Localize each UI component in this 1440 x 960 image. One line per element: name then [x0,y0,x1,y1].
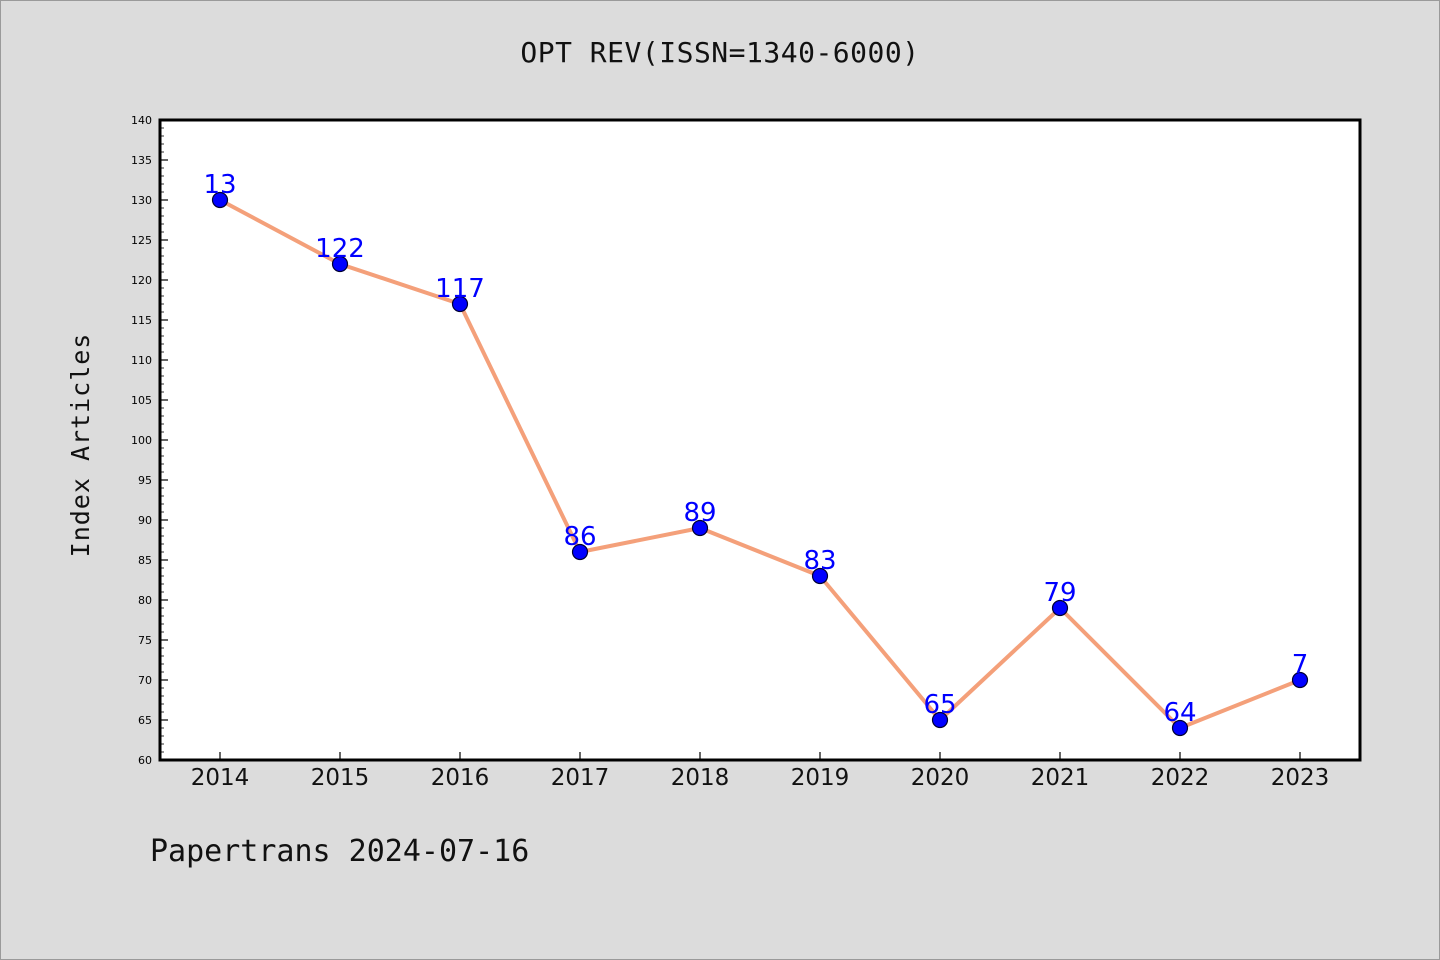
y-tick-label: 70 [138,674,152,687]
chart-title: OPT REV(ISSN=1340-6000) [520,36,920,69]
y-tick-label: 105 [131,394,152,407]
data-label: 122 [315,234,365,264]
y-axis: 60 65 70 75 80 85 90 95 100 105 110 115 120 125 130 135… [131,114,168,767]
y-tick-label: 100 [131,434,152,447]
data-point [1171,719,1189,737]
data-labels: 13 122 117 86 89 83 65 79 64 7 [203,170,1308,728]
x-tick-label: 2022 [1151,765,1210,791]
x-tick-label: 2015 [311,765,370,791]
data-markers [211,191,1309,737]
x-tick-label: 2017 [551,765,610,791]
y-tick-label: 120 [131,274,152,287]
y-tick-label: 95 [138,474,152,487]
y-tick-label: 125 [131,234,152,247]
data-point [1291,671,1309,689]
x-tick-label: 2016 [431,765,490,791]
y-tick-label: 85 [138,554,152,567]
data-label: 83 [803,546,836,576]
y-tick-label: 130 [131,194,152,207]
data-label: 64 [1163,698,1196,728]
y-tick-label: 140 [131,114,152,127]
data-label: 89 [683,498,716,528]
y-tick-label: 110 [131,354,152,367]
y-tick-label: 65 [138,714,152,727]
data-label: 117 [435,274,485,304]
x-tick-label: 2014 [191,765,250,791]
y-axis-label: Index Articles [66,333,95,558]
data-label: 7 [1292,650,1309,680]
y-tick-label: 90 [138,514,152,527]
data-point [691,519,709,537]
x-tick-label: 2018 [671,765,730,791]
data-label: 65 [923,690,956,720]
data-point [931,711,949,729]
x-tick-label: 2023 [1271,765,1330,791]
y-tick-label: 135 [131,154,152,167]
x-tick-label: 2021 [1031,765,1090,791]
data-point [211,191,229,209]
data-point [571,543,589,561]
footer-text: Papertrans 2024-07-16 [150,834,530,869]
data-point [1051,599,1069,617]
y-tick-label: 75 [138,634,152,647]
data-label: 13 [203,170,236,200]
data-point [811,567,829,585]
y-tick-label: 60 [138,754,152,767]
data-point [451,295,469,313]
y-tick-label: 115 [131,314,152,327]
series-line [219,198,1301,730]
data-label: 86 [563,522,596,552]
plot-area [158,118,1362,762]
y-tick-label: 80 [138,594,152,607]
x-tick-label: 2019 [791,765,850,791]
data-point [331,255,349,273]
data-label: 79 [1043,578,1076,608]
x-tick-label: 2020 [911,765,970,791]
x-axis: 2014 2015 2016 2017 2018 2019 2020 2021 2022 2023 [191,752,1330,791]
